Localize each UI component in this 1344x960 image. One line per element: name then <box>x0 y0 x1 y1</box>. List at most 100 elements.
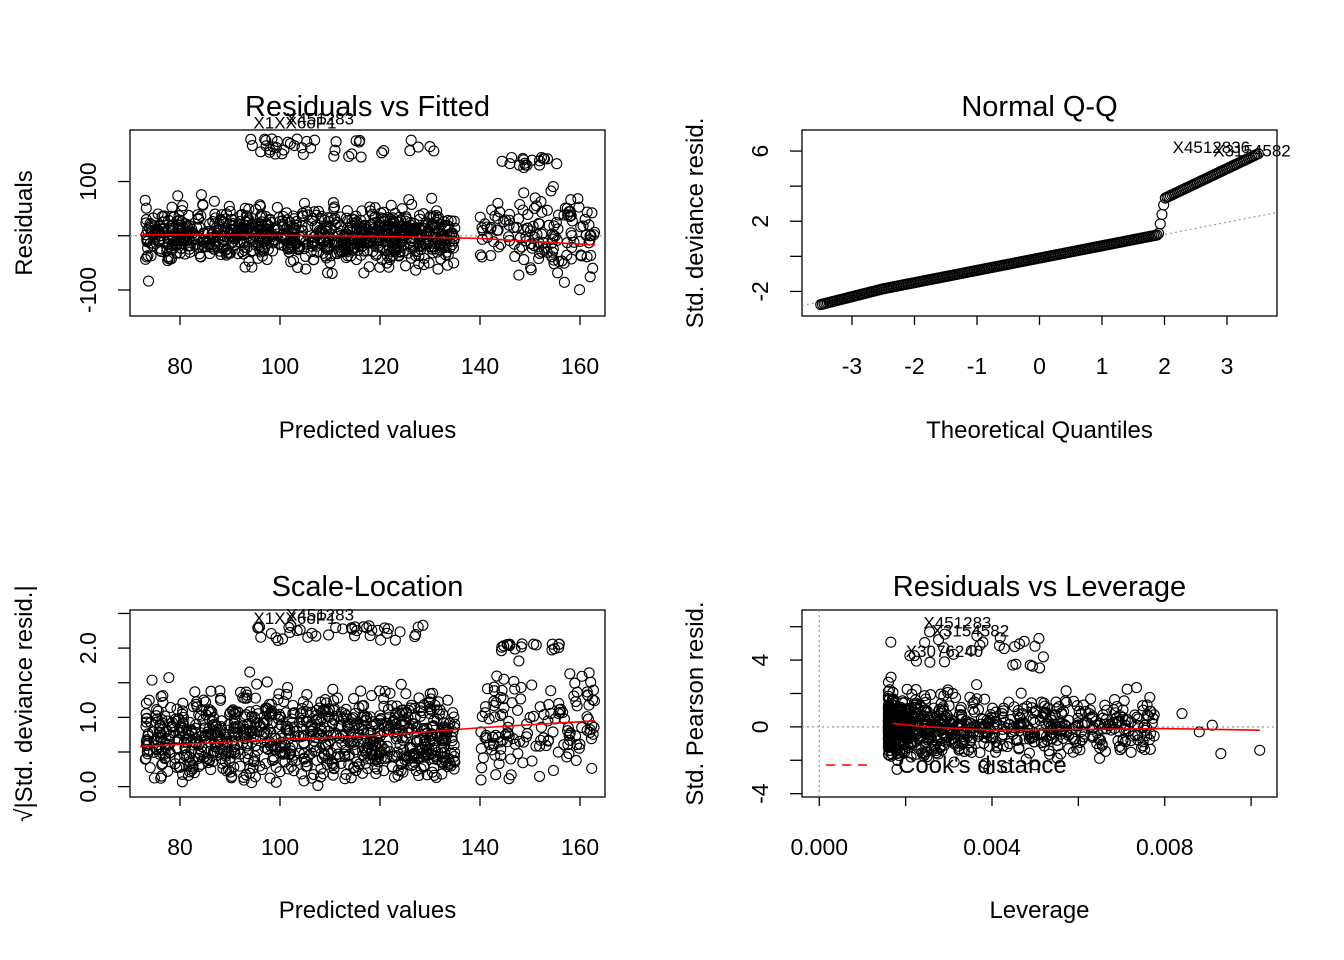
data-point <box>979 693 991 705</box>
data-point <box>352 244 364 256</box>
data-point <box>197 227 210 239</box>
point-label: X451283 <box>923 613 991 632</box>
data-point <box>527 220 539 232</box>
data-point <box>1158 199 1170 211</box>
data-point <box>328 703 341 715</box>
data-point <box>987 732 999 744</box>
data-point <box>891 748 903 760</box>
data-point <box>341 215 354 227</box>
data-point <box>552 267 564 279</box>
data-point <box>1006 726 1018 738</box>
data-point <box>420 238 432 250</box>
data-point <box>545 185 557 197</box>
data-point <box>400 688 412 700</box>
data-point <box>910 698 923 710</box>
data-point <box>998 643 1010 655</box>
data-point <box>1038 740 1050 752</box>
data-point <box>938 716 950 728</box>
data-point <box>151 743 163 755</box>
data-point <box>426 192 438 204</box>
data-point <box>306 627 318 639</box>
data-point <box>425 693 437 705</box>
data-point <box>428 145 440 157</box>
y-axis-label: Std. deviance resid. <box>682 118 709 329</box>
data-point <box>1023 747 1035 759</box>
data-point <box>226 770 238 782</box>
data-point <box>416 741 428 753</box>
data-point <box>518 187 530 199</box>
data-point <box>156 759 168 771</box>
data-point <box>938 642 950 654</box>
data-point <box>919 748 931 760</box>
y-tick-label: 0.0 <box>75 771 101 803</box>
data-point <box>904 650 916 662</box>
data-point <box>272 694 284 706</box>
data-point <box>412 245 424 257</box>
data-point <box>271 228 283 240</box>
data-point <box>339 748 351 760</box>
data-point <box>585 229 597 241</box>
data-point <box>553 642 565 654</box>
data-point <box>270 776 282 788</box>
data-point <box>535 734 547 746</box>
data-point <box>264 772 276 784</box>
data-point <box>564 668 576 680</box>
data-point <box>496 641 508 653</box>
data-point <box>883 730 895 742</box>
data-point <box>178 730 190 742</box>
data-point <box>376 740 388 752</box>
data-point <box>1018 635 1030 647</box>
data-point <box>243 255 255 267</box>
data-point <box>506 151 518 164</box>
data-point <box>400 233 412 245</box>
data-point <box>534 218 546 230</box>
data-point <box>185 757 197 769</box>
data-point <box>229 727 241 739</box>
data-point <box>321 730 333 742</box>
data-point <box>285 745 297 757</box>
data-point <box>565 194 577 206</box>
data-point <box>418 735 430 747</box>
data-point <box>381 244 393 256</box>
panel-4: Residuals vs Leverage Leverage Std. Pearso… <box>682 571 1278 924</box>
data-point <box>331 238 343 250</box>
data-point <box>155 691 167 703</box>
data-point <box>481 221 493 233</box>
data-point <box>145 250 157 262</box>
data-point <box>149 220 161 232</box>
y-tick-label: 2.0 <box>75 632 101 664</box>
data-point <box>140 697 152 709</box>
data-point <box>340 769 352 781</box>
data-point <box>145 716 157 729</box>
smooth-line <box>892 722 1260 732</box>
data-point <box>387 215 399 227</box>
data-point <box>409 711 421 723</box>
data-point <box>426 218 438 230</box>
data-point <box>476 251 488 263</box>
data-point <box>349 234 361 246</box>
data-point <box>298 753 310 765</box>
data-point <box>489 711 501 723</box>
data-point <box>412 621 424 633</box>
data-point <box>330 622 342 634</box>
points-layer <box>802 610 1277 797</box>
data-point <box>509 683 521 695</box>
data-point <box>885 636 897 648</box>
data-point <box>509 643 521 655</box>
data-point <box>280 707 292 719</box>
data-point <box>574 284 586 296</box>
data-point <box>533 770 546 782</box>
data-point <box>276 633 289 645</box>
data-point <box>1063 729 1075 742</box>
data-point <box>474 211 486 223</box>
data-point <box>1055 748 1067 760</box>
data-point <box>168 237 180 249</box>
data-point <box>249 692 262 704</box>
data-point <box>288 140 300 152</box>
data-point <box>517 757 529 769</box>
data-point <box>205 764 217 776</box>
data-point <box>144 217 156 230</box>
data-point <box>1086 711 1098 723</box>
data-point <box>328 214 340 226</box>
data-point <box>140 202 152 214</box>
